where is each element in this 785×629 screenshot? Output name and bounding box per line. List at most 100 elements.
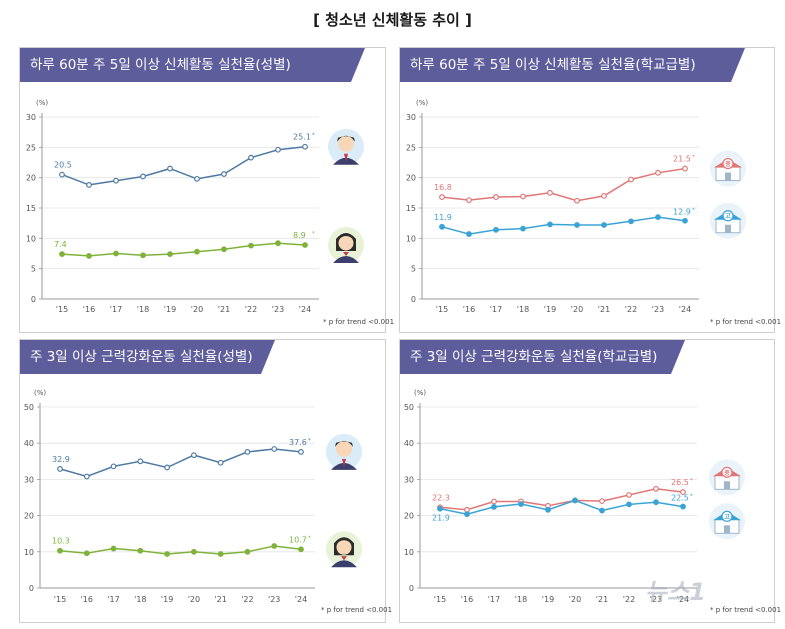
y-tick-label: 10	[404, 548, 414, 557]
start-value-label: 16.8	[434, 183, 452, 192]
line-chart: (%) 0 10 20 30 40 50 '15 '16 '17 '18 '19 '20 '21 '22 '2…	[24, 389, 362, 604]
data-point	[628, 218, 634, 225]
chart-panel-strength-by-sex: 주 3일 이상 근력강화운동 실천율(성별) (%) 0 10 20 30 40 50 '15…	[19, 339, 392, 623]
data-point	[59, 251, 65, 258]
y-tick-label: 10	[406, 234, 416, 243]
x-tick-label: '23	[650, 595, 662, 604]
y-tick-label: 15	[26, 204, 36, 213]
x-tick-label: '19	[544, 305, 556, 314]
icon-door	[725, 224, 731, 233]
footnote: * p for trend <0.001	[710, 606, 782, 614]
end-value-asterisk: *	[308, 438, 311, 444]
y-tick-label: 20	[406, 174, 416, 183]
x-tick-label: '22	[241, 595, 253, 604]
series-line-girl	[59, 545, 302, 555]
end-value-label: 12.9	[673, 208, 691, 217]
end-value-asterisk: *	[692, 155, 695, 161]
icon-badge	[721, 510, 733, 522]
icon-face	[338, 235, 354, 251]
data-point	[439, 223, 445, 230]
data-point	[298, 448, 304, 455]
data-point	[83, 550, 90, 557]
x-tick-label: '15	[434, 595, 446, 604]
data-point	[547, 221, 553, 228]
icon-door	[724, 525, 730, 534]
start-value-label: 10.3	[52, 537, 70, 546]
data-point	[653, 485, 659, 492]
x-tick-label: '18	[137, 305, 149, 314]
data-point	[271, 446, 278, 452]
icon-door	[725, 172, 731, 181]
x-tick-label: '16	[83, 305, 95, 314]
end-value-label: 22.5	[671, 494, 689, 503]
start-value-label: 11.9	[434, 213, 452, 222]
data-point	[83, 473, 90, 480]
data-point	[491, 498, 497, 505]
x-tick-label: '15	[436, 305, 448, 314]
data-point	[110, 545, 117, 552]
icon-badge-label: 중	[725, 160, 731, 168]
data-point	[164, 551, 171, 557]
data-point	[221, 171, 227, 177]
data-point	[572, 497, 578, 504]
y-tick-label: 5	[31, 265, 36, 274]
data-point	[137, 547, 144, 554]
data-point	[194, 175, 200, 182]
icon-badge-label: 고	[725, 213, 731, 220]
start-value-label: 20.5	[54, 161, 72, 170]
panel-title: 하루 60분 주 5일 이상 신체활동 실천율(학교급별)	[400, 48, 745, 82]
start-value-label: 21.9	[432, 514, 450, 523]
series-line-girl	[61, 242, 306, 257]
end-value-label: 37.6	[289, 438, 307, 447]
data-point	[680, 503, 686, 510]
data-point	[520, 225, 526, 232]
start-value-label: 7.4	[54, 240, 67, 249]
series-line-middle	[439, 488, 684, 511]
data-point	[545, 506, 551, 513]
end-value-label: 26.5	[671, 478, 689, 487]
data-point	[628, 176, 634, 183]
end-value-label: 25.1	[293, 133, 311, 142]
x-tick-label: '22	[623, 595, 635, 604]
y-tick-label: 0	[411, 295, 416, 304]
line-chart: (%) 0 10 20 30 40 50 '15 '16 '17 '18 '19 '20 '21 '22 '2…	[404, 389, 745, 604]
y-tick-label: 10	[26, 234, 36, 243]
x-tick-label: '17	[490, 305, 502, 314]
data-point	[57, 547, 63, 554]
data-point	[167, 165, 173, 172]
data-point	[59, 171, 65, 178]
data-point	[680, 489, 686, 495]
data-point	[599, 498, 605, 505]
data-point	[302, 242, 308, 248]
data-point	[140, 252, 146, 259]
x-tick-label: '23	[272, 305, 284, 314]
icon-bangs	[336, 538, 352, 545]
y-tick-label: 0	[29, 584, 34, 593]
x-tick-label: '19	[161, 595, 173, 604]
y-tick-label: 25	[26, 143, 36, 152]
chart-panel-activity-by-school: 하루 60분 주 5일 이상 신체활동 실천율(학교급별) (%) 0 5 10 15 2…	[399, 47, 781, 333]
footnote: * p for trend <0.001	[321, 606, 393, 614]
x-tick-label: '16	[463, 305, 475, 314]
data-point	[244, 548, 251, 555]
main-title: [ 청소년 신체활동 추이 ]	[313, 11, 472, 29]
series-line-high	[439, 499, 684, 515]
x-tick-label: '22	[245, 305, 257, 314]
data-point	[271, 543, 278, 549]
data-point	[275, 146, 281, 153]
y-tick-label: 10	[24, 548, 34, 557]
end-value-asterisk: *	[690, 494, 693, 500]
icon-ribbon	[341, 556, 347, 561]
x-tick-label: '17	[110, 305, 122, 314]
data-point	[682, 217, 688, 224]
data-point	[113, 177, 119, 184]
icon-hair	[335, 440, 353, 447]
data-point	[599, 507, 605, 514]
data-point	[682, 165, 688, 172]
icon-badge	[721, 466, 733, 478]
y-tick-label: 5	[411, 265, 416, 274]
start-value-label: 32.9	[52, 455, 70, 464]
x-tick-label: '19	[542, 595, 554, 604]
data-point	[491, 504, 497, 510]
x-tick-label: '24	[295, 595, 307, 604]
